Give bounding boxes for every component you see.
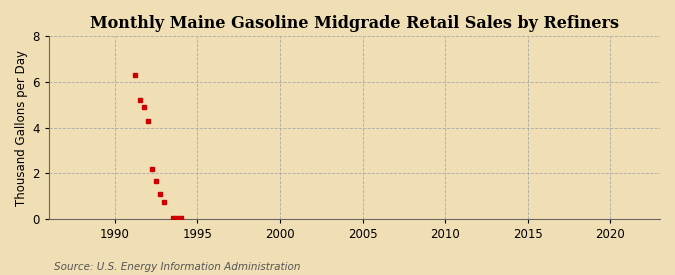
Text: Source: U.S. Energy Information Administration: Source: U.S. Energy Information Administ… xyxy=(54,262,300,272)
Title: Monthly Maine Gasoline Midgrade Retail Sales by Refiners: Monthly Maine Gasoline Midgrade Retail S… xyxy=(90,15,619,32)
Y-axis label: Thousand Gallons per Day: Thousand Gallons per Day xyxy=(15,50,28,205)
